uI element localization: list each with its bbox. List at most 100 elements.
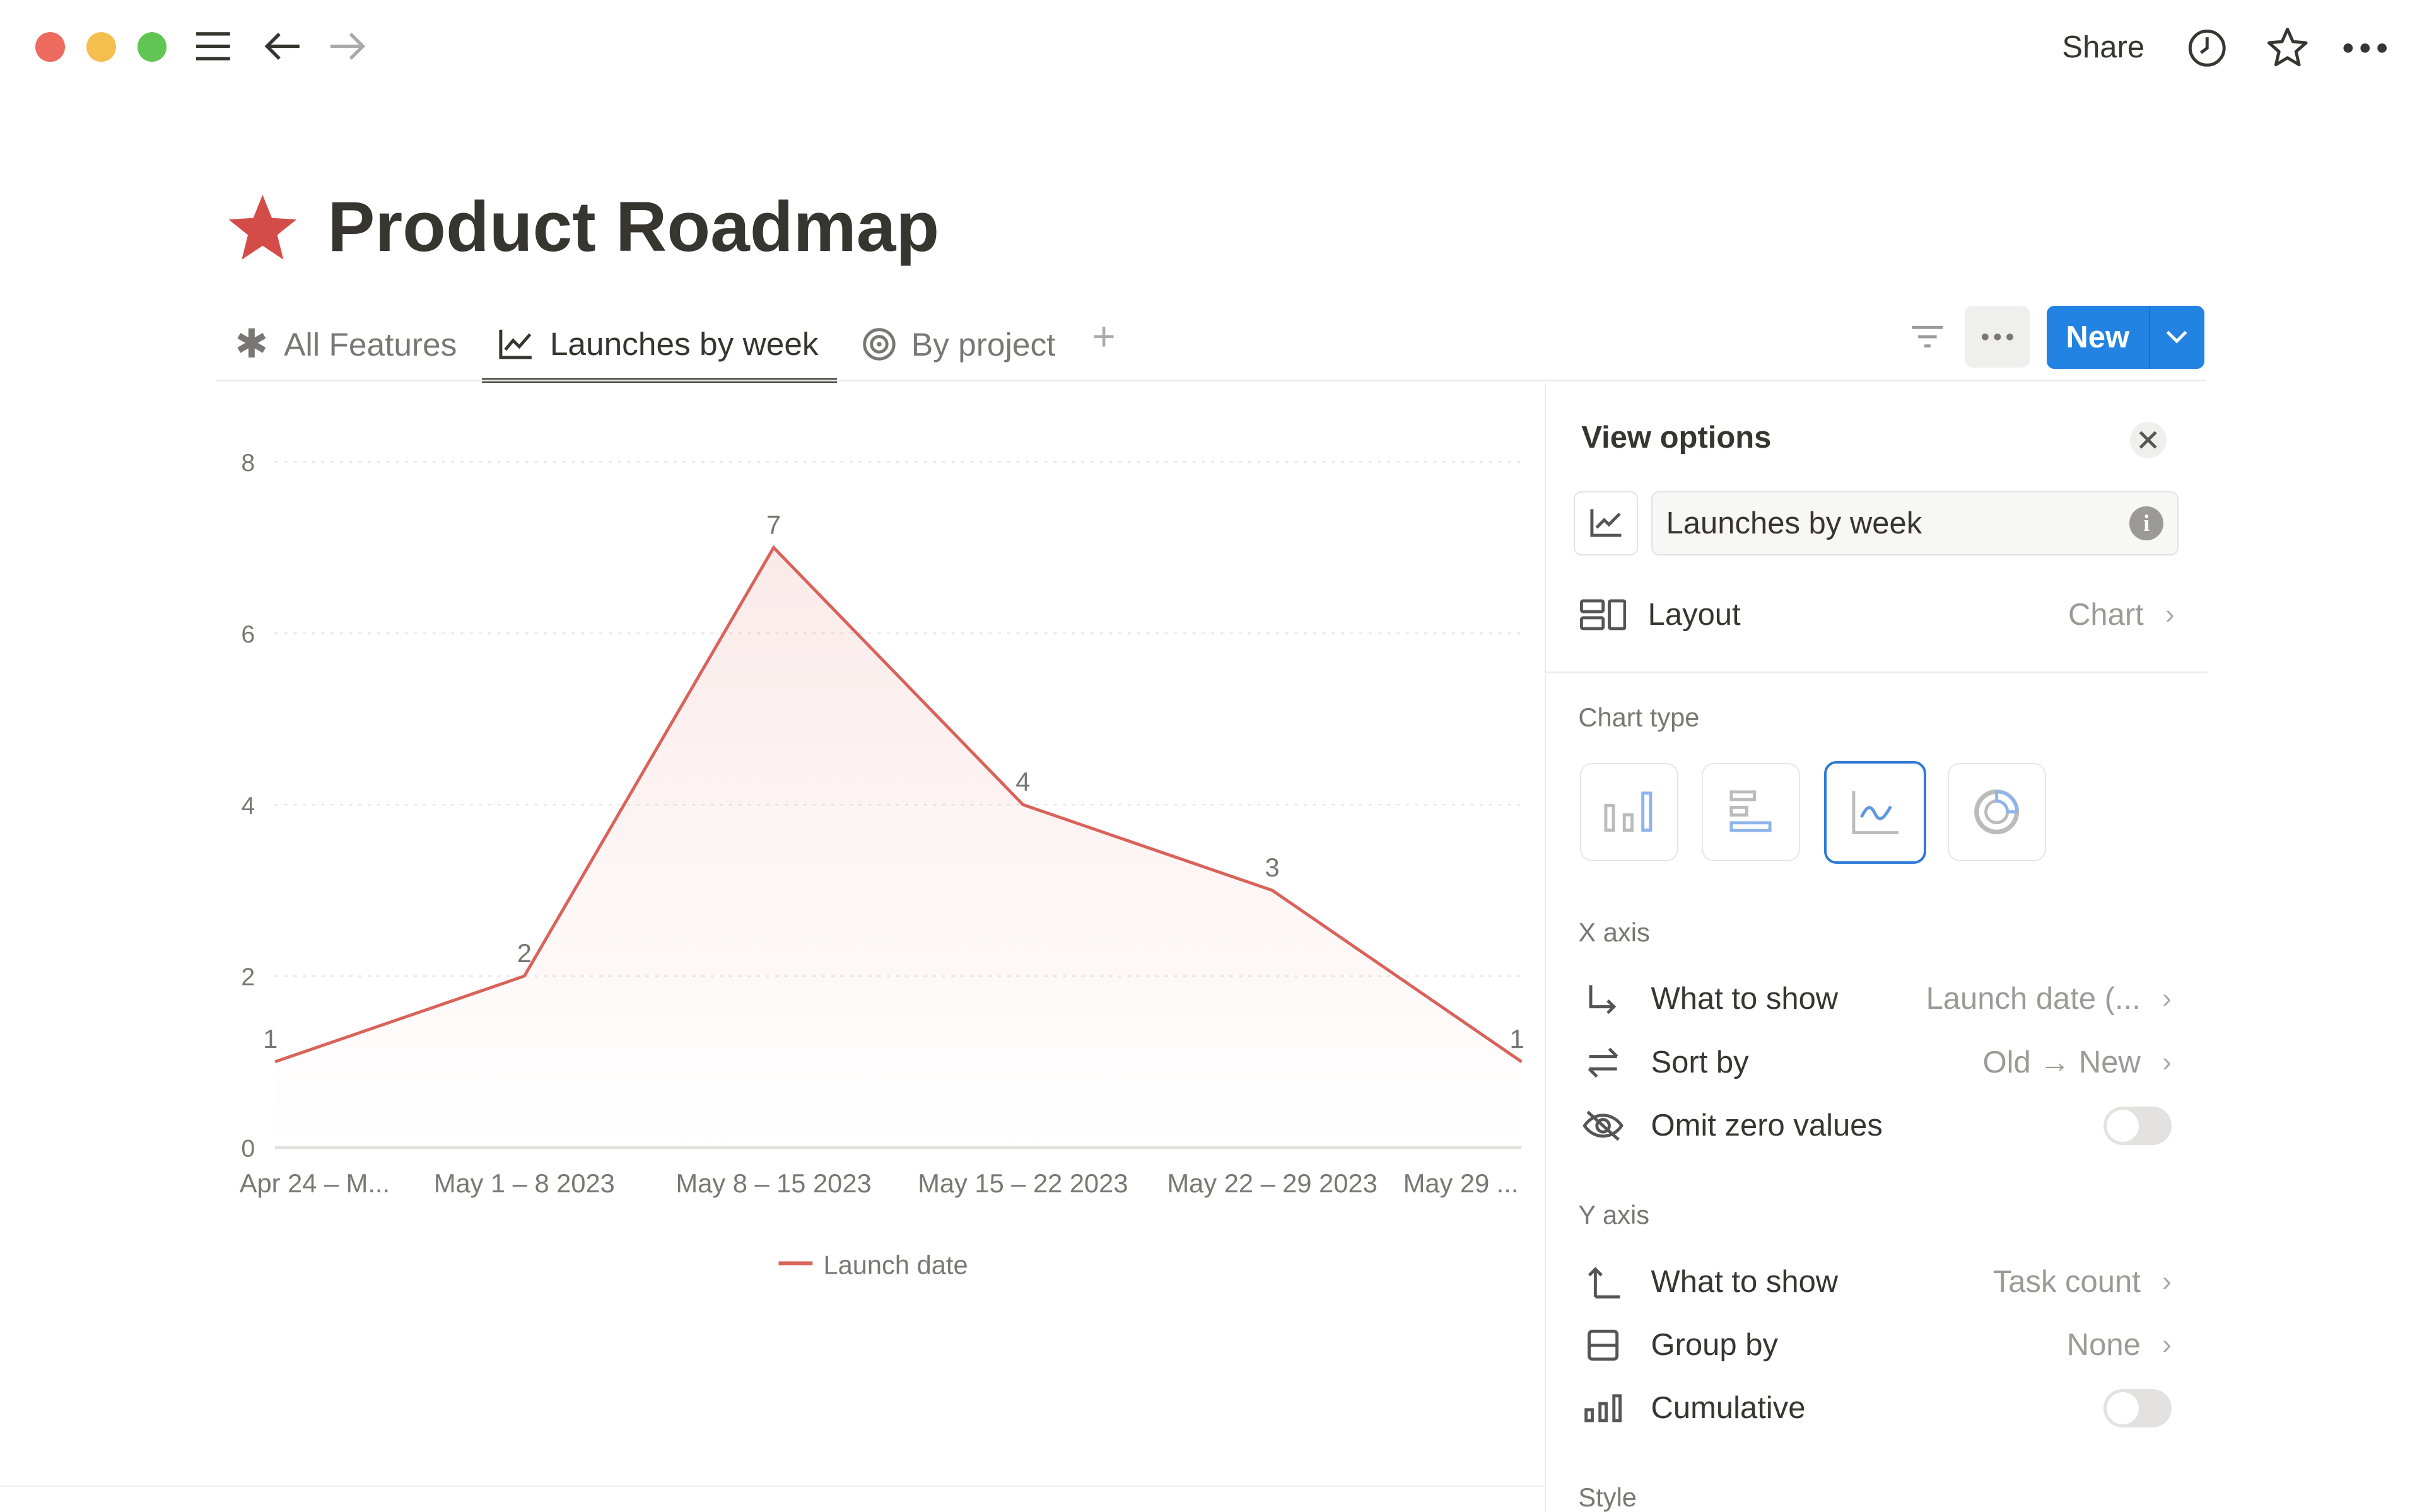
view-more-button[interactable] [1965,305,2030,368]
y-what-to-show-row[interactable]: What to show Task count › [1577,1252,2172,1311]
line-chart-icon [1590,509,1622,537]
back-arrow-icon[interactable] [262,28,303,65]
tab-label: All Features [284,326,457,363]
data-label: 4 [1015,767,1030,796]
info-icon[interactable]: i [2129,506,2164,540]
x-tick-label: May 29 ... [1403,1168,1519,1198]
y-axis-heading: Y axis [1578,1199,1650,1230]
minimize-window-button[interactable] [86,32,116,62]
close-icon [2139,431,2158,449]
row-label: Group by [1651,1328,1778,1363]
series-line [274,545,1523,1063]
close-window-button[interactable] [35,32,65,62]
tab-all-features[interactable]: ✱ All Features [235,309,457,380]
series-area [274,547,1522,1148]
chevron-right-icon: › [2162,1265,2172,1297]
x-what-to-show-row[interactable]: What to show Launch date (... › [1577,970,2172,1028]
chart-type-vertical-bar[interactable] [1579,762,1678,861]
row-value: Chart [2068,597,2144,632]
close-panel-button[interactable] [2129,421,2167,459]
row-value: Task count [1992,1264,2141,1299]
row-label: What to show [1651,982,1839,1016]
chevron-right-icon: › [2162,1046,2172,1078]
group-by-row[interactable]: Group by None › [1577,1316,2172,1375]
tab-label: Launches by week [549,325,819,362]
panel-title: View options [1581,421,1772,455]
x-axis-arrow-icon [1589,985,1617,1015]
chevron-right-icon: › [2162,983,2172,1015]
swap-arrows-icon [1588,1047,1618,1078]
row-label: Sort by [1651,1045,1749,1079]
add-view-plus-icon[interactable]: + [1092,314,1116,359]
new-button-group: New [2046,305,2204,369]
chevron-right-icon: › [2165,598,2175,630]
row-label: Omit zero values [1651,1108,1883,1143]
maximize-window-button[interactable] [137,32,167,62]
row-value: Launch date (... [1926,982,2141,1016]
bottom-divider [0,1485,1545,1487]
eye-slash-icon [1582,1110,1623,1141]
forward-arrow-icon[interactable] [327,28,368,65]
chart-type-horizontal-bar[interactable] [1702,762,1801,861]
data-label: 1 [1509,1024,1524,1054]
history-clock-icon[interactable] [2185,26,2229,70]
donut-chart-icon [1974,789,2020,835]
chart-type-heading: Chart type [1578,702,1700,733]
y-tick-label: 8 [241,450,255,477]
tab-label: By project [911,326,1056,363]
y-tick-label: 0 [241,1135,255,1162]
asterisk-icon: ✱ [235,322,269,367]
view-options-panel: View options Launches by week i Layout C… [1545,383,2208,1512]
filter-icon[interactable] [1910,323,1945,351]
y-tick-label: 6 [241,621,255,648]
view-icon-button[interactable] [1574,491,1639,555]
page-star-icon [228,194,297,260]
more-options-icon[interactable] [2342,40,2388,55]
line-chart: 0 2 4 6 8 Apr 24 – M... May 1 – 8 2023 May 8 – … [240,450,1524,1279]
data-label: 1 [263,1024,278,1054]
row-label: Layout [1647,597,1741,632]
tab-launches-by-week[interactable]: Launches by week [482,309,837,383]
sidebar-menu-icon[interactable] [193,28,233,65]
target-icon [862,328,896,361]
new-button[interactable]: New [2047,305,2150,369]
chart-type-donut[interactable] [1947,762,2046,861]
line-graph-icon [1852,791,1898,834]
omit-zero-toggle[interactable] [2103,1106,2172,1145]
view-name-input[interactable]: Launches by week i [1651,491,2179,555]
y-tick-label: 2 [241,963,255,991]
panel-divider [1546,672,2208,673]
sort-by-row[interactable]: Sort by Old → New › [1577,1033,2172,1091]
row-label: Cumulative [1651,1391,1806,1426]
line-chart-icon [499,329,532,359]
layout-icon [1579,599,1627,631]
new-dropdown-button[interactable] [2150,306,2204,369]
page-title: Product Roadmap [327,186,940,266]
omit-zero-row: Omit zero values [1577,1096,2172,1155]
chevron-right-icon: › [2162,1329,2172,1361]
chevron-down-icon [2167,330,2188,344]
cumulative-bars-icon [1584,1394,1622,1422]
cumulative-row: Cumulative [1577,1379,2172,1438]
row-value: None [2066,1328,2141,1363]
favorite-star-icon[interactable] [2264,25,2310,71]
view-name-value: Launches by week [1666,506,1922,540]
x-tick-label: May 8 – 15 2023 [676,1168,871,1198]
layout-row[interactable]: Layout Chart › [1579,585,2175,644]
tabs-divider [216,380,2206,381]
row-value: Old → New [1982,1045,2141,1079]
cumulative-toggle[interactable] [2103,1388,2172,1428]
y-axis-arrow-icon [1588,1267,1620,1299]
y-tick-label: 4 [241,793,255,820]
x-tick-label: May 1 – 8 2023 [434,1168,615,1198]
chart-type-line[interactable] [1823,761,1927,864]
more-dots-icon [1981,333,2013,340]
data-label: 7 [766,509,781,539]
x-tick-label: May 22 – 29 2023 [1167,1168,1377,1198]
tab-by-project[interactable]: By project [862,309,1056,380]
data-label: 2 [517,938,532,968]
style-heading: Style [1578,1482,1637,1512]
share-button[interactable]: Share [2062,30,2145,64]
legend-label: Launch date [823,1250,968,1279]
